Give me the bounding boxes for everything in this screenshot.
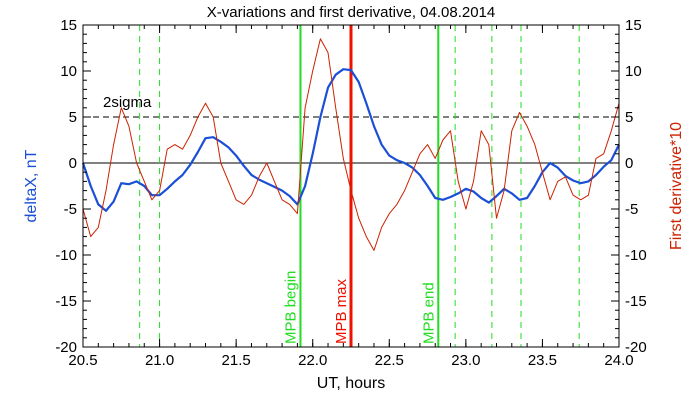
x-tick-label: 23.5 xyxy=(528,352,557,369)
x-tick-label: 23.0 xyxy=(451,352,480,369)
y-tick-label-right: 10 xyxy=(625,63,642,80)
x-tick-label: 21.0 xyxy=(145,352,174,369)
y-axis-title-left: deltaX, nT xyxy=(23,149,40,222)
y-tick-label-right: 15 xyxy=(625,17,642,34)
y-tick-label-right: 0 xyxy=(625,155,633,172)
event-line-label: MPB begin xyxy=(282,271,299,344)
y-tick-label-right: 5 xyxy=(625,109,633,126)
axis-labels: 20.5 21.0 21.5 22.0 22.5 23.0 23.5 24.0 15 15 10 10… xyxy=(55,17,646,369)
y-tick-label-left: -5 xyxy=(64,201,77,218)
x-tick-label: 22.0 xyxy=(298,352,327,369)
plot-frame xyxy=(82,24,620,348)
y-tick-label-left: 10 xyxy=(60,63,77,80)
event-line-label: MPB end xyxy=(420,282,437,344)
derivative-series-line xyxy=(82,38,620,251)
y-tick-label-right: -5 xyxy=(625,201,638,218)
y-axis-title-right: First derivative*10 xyxy=(668,122,685,250)
sigma-label: 2sigma xyxy=(103,94,152,111)
event-line-label: MPB max xyxy=(333,278,350,344)
series-lines xyxy=(81,38,620,251)
chart-title: X-variations and first derivative, 04.08… xyxy=(207,4,496,21)
y-tick-label-right: -15 xyxy=(625,293,647,310)
axis-ticks xyxy=(82,24,620,348)
x-tick-label: 22.5 xyxy=(375,352,404,369)
y-tick-label-left: 0 xyxy=(69,155,77,172)
y-tick-label-left: -10 xyxy=(55,247,77,264)
x-tick-label: 21.5 xyxy=(222,352,251,369)
y-tick-label-right: -20 xyxy=(625,339,647,356)
event-lines: MPB begin MPB max MPB end xyxy=(139,25,580,347)
y-tick-label-left: -15 xyxy=(55,293,77,310)
y-tick-label-right: -10 xyxy=(625,247,647,264)
x-axis-title: UT, hours xyxy=(317,375,385,392)
x-tick-label: 24.0 xyxy=(604,352,633,369)
y-tick-label-left: -20 xyxy=(55,339,77,356)
deltaX-series-line xyxy=(81,68,620,212)
x-tick-label: 20.5 xyxy=(68,352,97,369)
y-tick-label-left: 5 xyxy=(69,109,77,126)
y-tick-label-left: 15 xyxy=(60,17,77,34)
